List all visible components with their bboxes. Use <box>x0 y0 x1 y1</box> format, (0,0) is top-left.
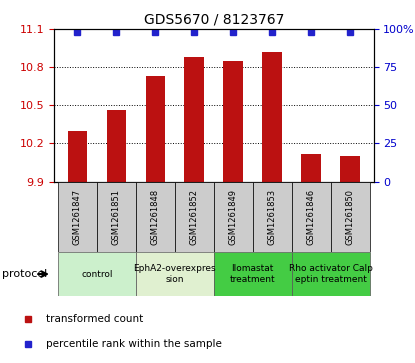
Bar <box>301 154 321 182</box>
Text: transformed count: transformed count <box>46 314 143 323</box>
Bar <box>340 156 360 182</box>
Text: GSM1261851: GSM1261851 <box>112 189 121 245</box>
Text: GSM1261852: GSM1261852 <box>190 189 199 245</box>
Text: Ilomastat
treatment: Ilomastat treatment <box>230 264 276 284</box>
Bar <box>185 57 204 182</box>
Text: Rho activator Calp
eptin treatment: Rho activator Calp eptin treatment <box>289 264 373 284</box>
Bar <box>253 182 292 252</box>
Bar <box>58 182 97 252</box>
Bar <box>146 76 165 182</box>
Text: GSM1261850: GSM1261850 <box>346 189 355 245</box>
Title: GDS5670 / 8123767: GDS5670 / 8123767 <box>144 12 284 26</box>
Bar <box>214 182 253 252</box>
Bar <box>292 252 370 296</box>
Bar <box>223 61 243 182</box>
Bar <box>214 252 292 296</box>
Text: GSM1261853: GSM1261853 <box>268 189 277 245</box>
Bar <box>58 252 136 296</box>
Text: percentile rank within the sample: percentile rank within the sample <box>46 339 222 350</box>
Bar <box>136 252 214 296</box>
Bar <box>136 182 175 252</box>
Text: GSM1261846: GSM1261846 <box>307 189 316 245</box>
Bar <box>97 182 136 252</box>
Text: GSM1261847: GSM1261847 <box>73 189 82 245</box>
Text: protocol: protocol <box>2 269 47 279</box>
Bar <box>107 110 126 182</box>
Bar <box>68 131 87 182</box>
Text: GSM1261848: GSM1261848 <box>151 189 160 245</box>
Bar <box>331 182 370 252</box>
Bar <box>292 182 331 252</box>
Bar <box>262 52 282 182</box>
Text: EphA2-overexpres
sion: EphA2-overexpres sion <box>134 264 216 284</box>
Text: GSM1261849: GSM1261849 <box>229 189 238 245</box>
Text: control: control <box>81 270 112 278</box>
Bar <box>175 182 214 252</box>
